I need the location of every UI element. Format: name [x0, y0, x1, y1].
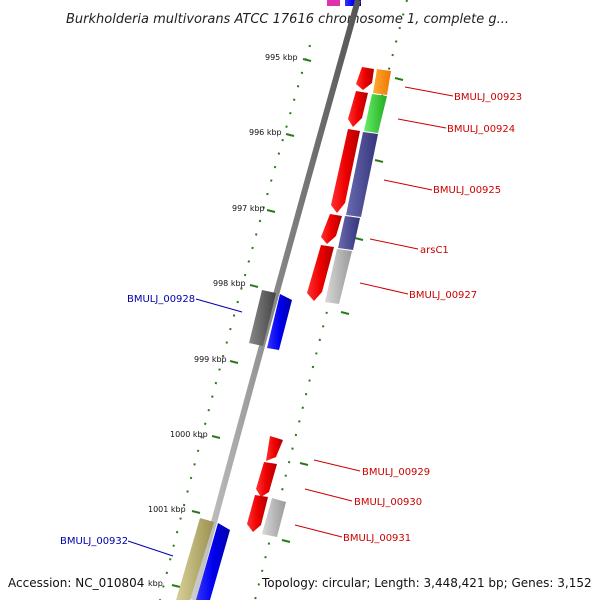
leader-00931	[294, 524, 343, 538]
gene-00931-feature[interactable]	[262, 498, 286, 537]
label-bmulj-00923[interactable]: BMULJ_00923	[454, 92, 522, 103]
tick-label-1001: 1001 kbp	[148, 505, 186, 514]
gene-00924-red[interactable]	[348, 91, 368, 127]
outer-tick-d	[340, 311, 350, 315]
leader-00929	[313, 459, 361, 472]
tick-1000	[211, 435, 221, 439]
leader-00932	[127, 540, 174, 557]
chromosome-backbone	[190, 0, 361, 600]
label-bmulj-00925[interactable]: BMULJ_00925	[433, 185, 501, 196]
leader-00923	[404, 86, 454, 97]
gene-00931-red[interactable]	[247, 495, 268, 532]
gene-00932-blue[interactable]	[196, 523, 230, 600]
tick-label-999: 999 kbp	[194, 355, 227, 364]
label-bmulj-00931[interactable]: BMULJ_00931	[343, 533, 411, 544]
gene-00927-feature[interactable]	[325, 249, 352, 304]
tick-label-998: 998 kbp	[213, 279, 246, 288]
outer-tick-e	[299, 462, 309, 466]
gene-00930-red[interactable]	[256, 462, 277, 497]
tick-999	[229, 360, 239, 364]
topology-text: Topology: circular; Length: 3,448,421 bp…	[261, 576, 592, 590]
tick-996	[285, 133, 295, 137]
leader-00925	[383, 179, 433, 191]
label-arsc1[interactable]: arsC1	[420, 245, 449, 256]
tick-1001	[191, 510, 201, 514]
label-bmulj-00928[interactable]: BMULJ_00928	[127, 294, 195, 305]
outer-tick-b	[374, 159, 384, 163]
tick-label-1000: 1000 kbp	[170, 430, 208, 439]
tick-label-997: 997 kbp	[232, 204, 265, 213]
leader-lines	[127, 86, 454, 557]
gene-00925-feature[interactable]	[346, 132, 378, 217]
outer-tick-f	[281, 539, 291, 543]
gene-00928-blue[interactable]	[267, 294, 292, 350]
tick-label-996: 996 kbp	[249, 128, 282, 137]
outer-tick-c	[354, 237, 364, 241]
label-bmulj-00927[interactable]: BMULJ_00927	[409, 290, 477, 301]
label-bmulj-00929[interactable]: BMULJ_00929	[362, 467, 430, 478]
gene-00932-feature[interactable]	[176, 518, 214, 600]
gene-00923-red[interactable]	[356, 67, 374, 90]
gene-00924-feature[interactable]	[364, 94, 387, 133]
leader-00930	[304, 488, 353, 502]
tick-997	[266, 209, 276, 213]
map-title: Burkholderia multivorans ATCC 17616 chro…	[66, 12, 509, 27]
inner-tick-track	[159, 44, 311, 600]
accession-text: Accession: NC_010804	[8, 576, 144, 590]
gene-00929-red[interactable]	[266, 436, 283, 461]
gene-00928-feature[interactable]	[249, 290, 276, 346]
label-bmulj-00924[interactable]: BMULJ_00924	[447, 124, 515, 135]
leader-00928	[195, 298, 243, 313]
label-bmulj-00930[interactable]: BMULJ_00930	[354, 497, 422, 508]
tick-label-995: 995 kbp	[265, 53, 298, 62]
gene-00925-red[interactable]	[331, 129, 360, 213]
gene-00923-feature[interactable]	[373, 69, 391, 95]
tick-label-1002: kbp	[148, 579, 163, 588]
tick-995	[302, 58, 312, 62]
gene-arsC1-red[interactable]	[321, 214, 342, 244]
gene-00927-red[interactable]	[307, 245, 334, 301]
major-ticks	[171, 58, 404, 588]
feature-top-pink	[327, 0, 340, 6]
gene-arsC1-feature[interactable]	[338, 216, 360, 250]
leader-00924	[397, 118, 447, 129]
feature-top-blue	[345, 0, 361, 6]
leader-00927	[359, 282, 409, 295]
label-bmulj-00932[interactable]: BMULJ_00932	[60, 536, 128, 547]
tick-1002	[171, 584, 181, 588]
outer-tick-a	[394, 77, 404, 81]
tick-998	[249, 284, 259, 288]
leader-arsC1	[369, 238, 419, 250]
